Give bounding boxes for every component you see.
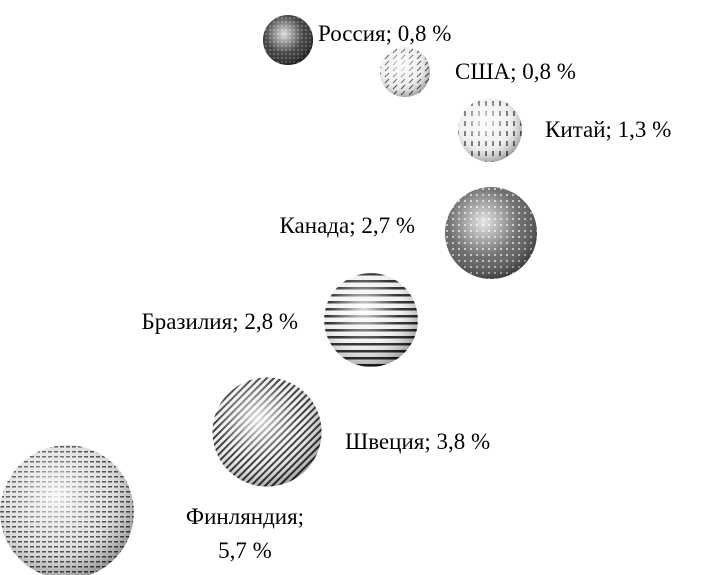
data-label: Россия; 0,8 % bbox=[318, 21, 452, 46]
data-label: Финляндия; 5,7 % bbox=[185, 504, 305, 563]
bubble-shade bbox=[212, 377, 322, 487]
bubble-shade bbox=[324, 273, 418, 367]
bubble-shade bbox=[379, 46, 431, 98]
data-label: США; 0,8 % bbox=[455, 59, 576, 84]
bubble-shade bbox=[458, 98, 522, 162]
bubble-shade bbox=[262, 14, 314, 66]
data-label: Канада; 2,7 % bbox=[279, 213, 415, 238]
data-label: Китай; 1,3 % bbox=[545, 117, 672, 142]
data-label: Бразилия; 2,8 % bbox=[141, 309, 298, 334]
bubble-shade bbox=[0, 445, 134, 575]
data-label: Швеция; 3,8 % bbox=[345, 429, 491, 454]
bubble-shade bbox=[444, 186, 538, 280]
